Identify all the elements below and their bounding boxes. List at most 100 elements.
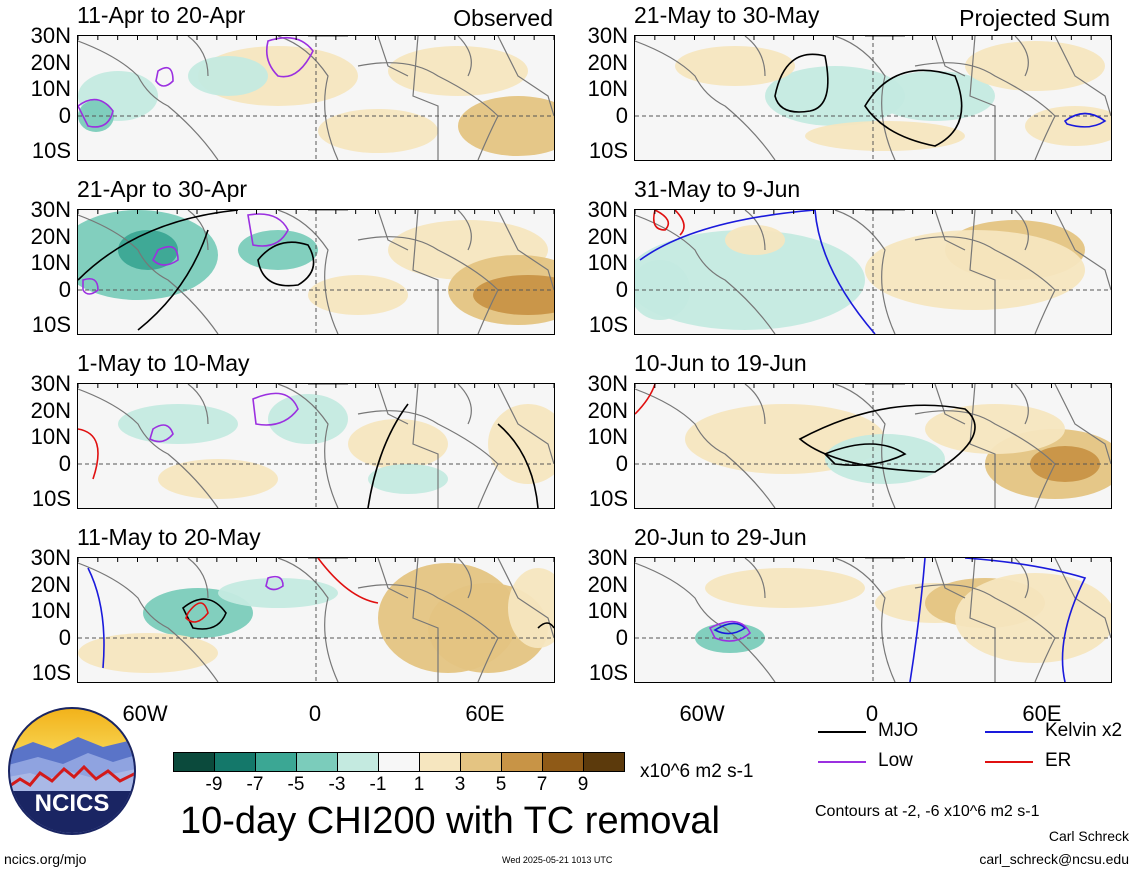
colorbar-box [337,752,379,772]
coastline [357,584,499,682]
coastline [412,384,439,508]
footer-url[interactable]: ncics.org/mjo [4,851,87,867]
panel-title: 1-May to 10-May [77,350,250,376]
anomaly-shading [508,568,554,648]
lat-label: 10N [587,250,628,276]
anomaly-shading [765,66,905,126]
coastline [914,62,1056,160]
colorbar-label: -7 [246,774,264,795]
coastline [412,36,439,160]
coastline [635,562,776,682]
lat-label: 10S [588,311,628,337]
panel-title: 10-Jun to 19-Jun [634,350,807,376]
coastline [277,384,339,508]
colorbar-units: x10^6 m2 s-1 [640,761,754,782]
coastline [277,36,339,160]
lat-label: 0 [58,102,71,128]
anomaly-shading [705,568,865,608]
contour [713,622,747,635]
colorbar-box [419,752,461,772]
lat-label: 10S [588,659,628,685]
coastline [969,210,996,334]
coastline [1054,558,1111,639]
coastline [1054,210,1111,291]
legend-er-label: ER [1045,750,1072,771]
anomaly-shading [388,46,528,96]
contour [652,210,670,231]
colorbar-label: 7 [536,774,548,795]
contour [909,558,926,682]
coastline [78,388,219,508]
contour [78,98,114,128]
anomaly-shading [318,109,438,153]
contour [149,424,174,443]
panel-title: 21-May to 30-May [634,2,820,28]
lat-label: 30N [30,23,71,48]
contour [78,210,239,281]
anomaly-shading [218,578,338,608]
anomaly-shading [955,573,1111,663]
lon-label: 0 [308,701,322,726]
footer-timestamp: Wed 2025-05-21 1013 UTC [502,855,613,865]
coastline [78,562,219,682]
anomaly-shading [348,419,448,469]
colorbar-label: 5 [495,774,507,795]
anomaly-shading [268,394,348,444]
contour [252,392,299,426]
coastline [457,36,472,77]
legend-kelvin-line [985,731,1033,733]
contour [674,210,685,236]
anomaly-shading [158,459,278,499]
colorbar-label: 1 [413,774,425,795]
coastline [277,558,339,682]
panel-title: 20-Jun to 29-Jun [634,524,807,550]
contour [87,567,105,669]
contour [181,598,227,630]
lat-label: 0 [615,276,628,302]
lat-label: 0 [615,102,628,128]
map [634,209,1112,335]
panel-title: 11-Apr to 20-Apr [77,2,246,28]
contour [823,443,907,467]
lat-label: 20N [30,49,71,75]
lat-label: 0 [615,624,628,650]
coastline [377,384,409,425]
anomaly-shading [725,225,785,255]
colorbar-box [460,752,502,772]
lat-label: 30N [587,197,628,222]
figure-title: 10-day CHI200 with TC removal [180,800,720,842]
contour [78,428,99,480]
anomaly-shading [308,275,408,315]
coastline [1014,210,1029,251]
lat-label: 0 [58,276,71,302]
coastline [357,410,499,508]
coastline [497,36,554,117]
anomaly-shading [78,633,218,673]
coastline [1014,384,1029,425]
lat-label: 10N [30,250,71,276]
anomaly-shading [458,96,554,156]
coastline [497,558,554,639]
map [634,557,1112,683]
legend-low-line [818,761,866,763]
anomaly-shading [865,230,1085,310]
coastline [969,384,996,508]
lat-label: 0 [615,450,628,476]
lon-label: 60W [679,701,725,726]
coastline [744,210,766,251]
colorbar-label: 9 [577,774,589,795]
map [634,35,1112,161]
legend-low-label: Low [878,750,913,771]
coastline [187,384,209,425]
lat-label: 10N [587,598,628,624]
anomaly-shading [368,464,448,494]
footer-email[interactable]: carl_schreck@ncsu.edu [979,851,1129,867]
coastline [78,40,219,160]
coastline [1014,558,1029,599]
ncics-logo: NCICS [8,707,136,840]
lat-label: 10S [31,485,71,511]
lat-label: 10S [588,137,628,163]
colorbar-box [501,752,543,772]
contour [798,404,976,473]
map [77,35,555,161]
